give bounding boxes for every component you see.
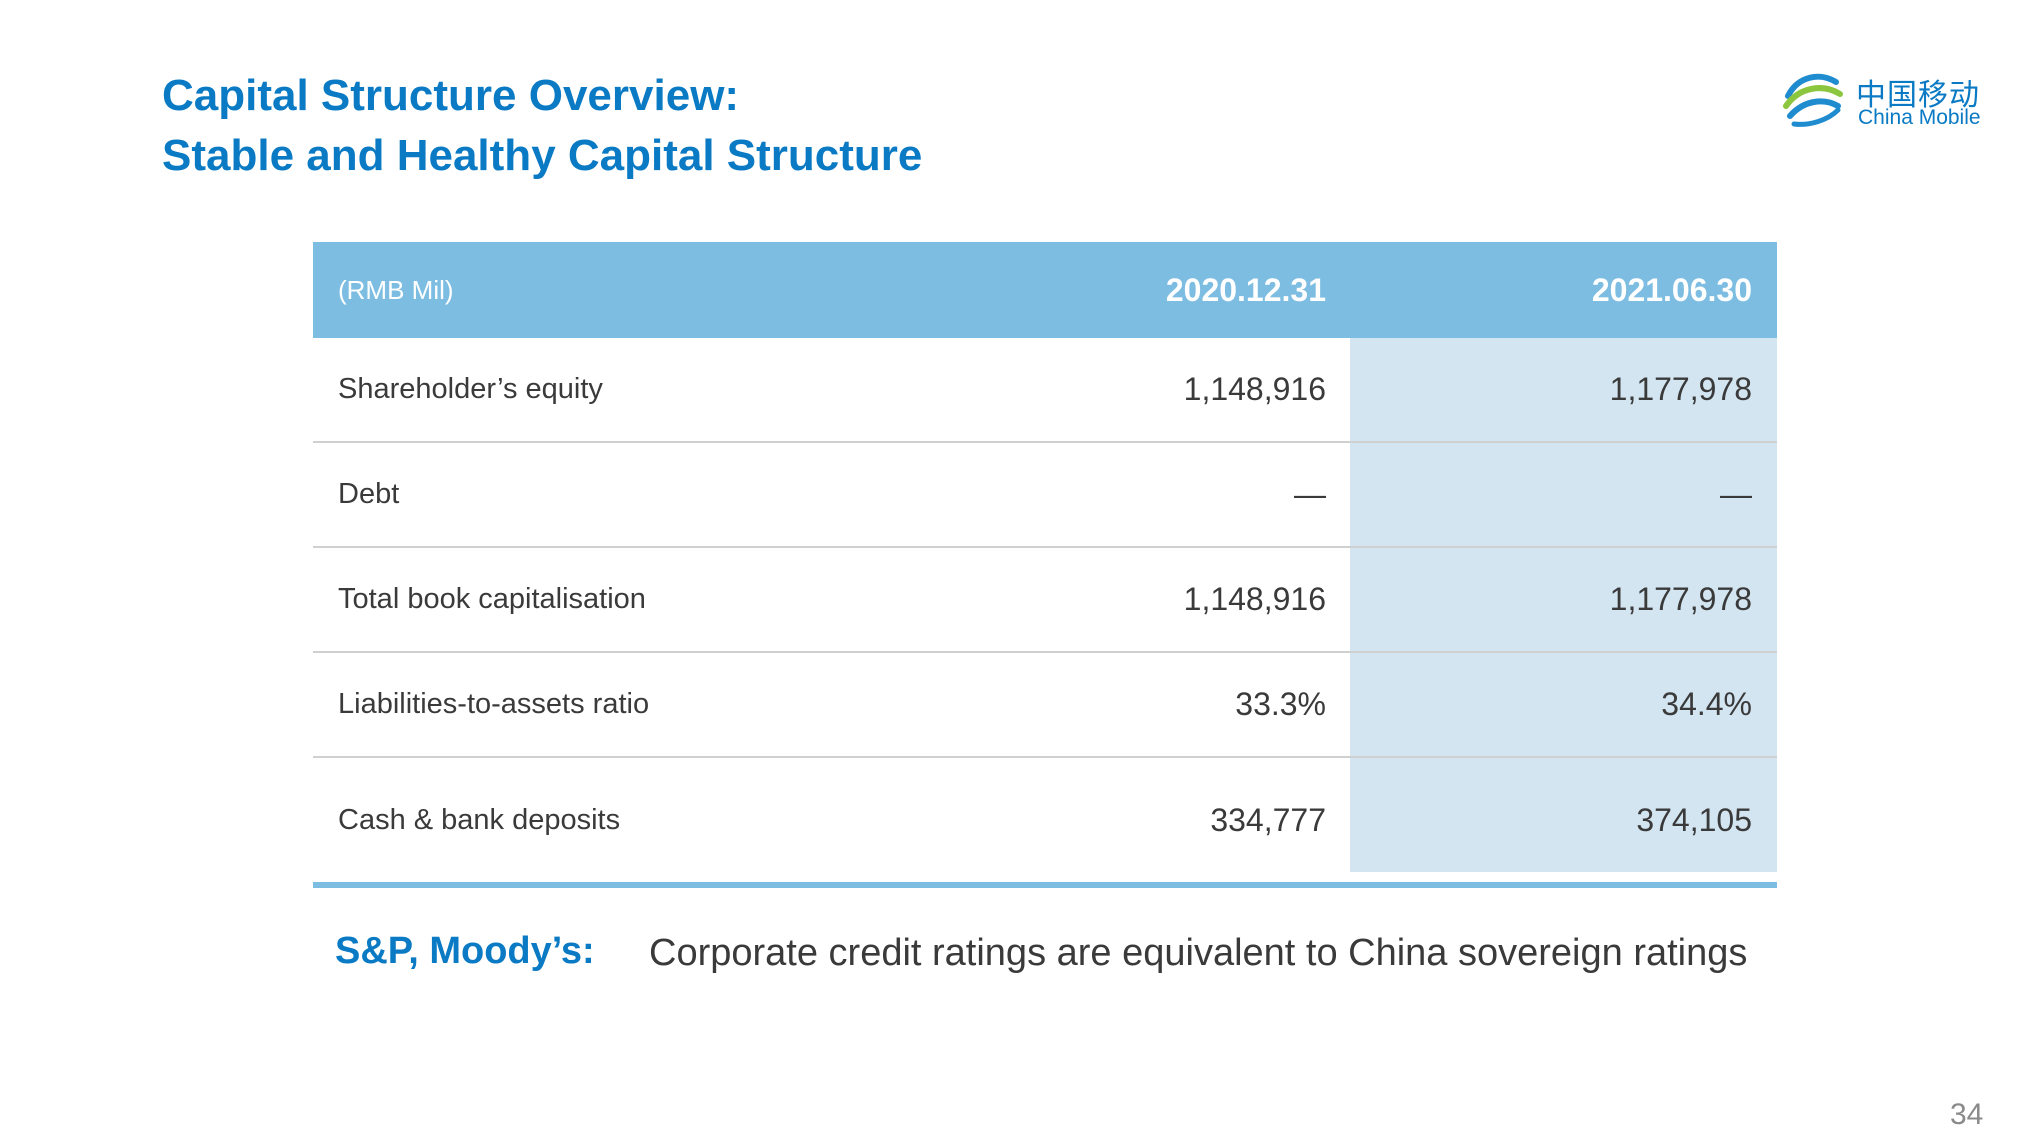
table-row: Shareholder’s equity 1,148,916 1,177,978 — [313, 338, 1777, 443]
slide-title: Capital Structure Overview: Stable and H… — [162, 66, 922, 186]
value-2020: 334,777 — [1210, 801, 1326, 838]
value-2021: 1,177,978 — [1609, 371, 1752, 407]
row-label: Total book capitalisation — [338, 583, 646, 615]
ratings-label: S&P, Moody’s: — [335, 930, 595, 972]
row-label: Debt — [338, 478, 400, 510]
china-mobile-logo-icon — [1783, 73, 1843, 127]
column-header-2021: 2021.06.30 — [1591, 271, 1752, 308]
value-2020: 1,148,916 — [1183, 371, 1326, 407]
ratings-text: Corporate credit ratings are equivalent … — [649, 932, 1748, 974]
value-2020: 33.3% — [1235, 686, 1326, 722]
value-2021: 374,105 — [1636, 801, 1752, 838]
page-number: 34 — [1950, 1098, 1984, 1131]
unit-label: (RMB Mil) — [338, 274, 454, 305]
row-label: Shareholder’s equity — [338, 373, 603, 405]
china-mobile-logo: 中国移动 China Mobile — [1780, 66, 1990, 136]
value-2021: 34.4% — [1661, 686, 1752, 722]
table-row: Liabilities-to-assets ratio 33.3% 34.4% — [313, 653, 1777, 758]
highlight-column — [1350, 338, 1777, 872]
value-2021: — — [1720, 476, 1752, 512]
logo-chinese-text: 中国移动 — [1856, 78, 1980, 113]
value-2020: — — [1294, 476, 1326, 512]
row-label: Liabilities-to-assets ratio — [338, 688, 650, 720]
table-row: Cash & bank deposits 334,777 374,105 — [313, 758, 1777, 888]
table-header-row: (RMB Mil) 2020.12.31 2021.06.30 — [313, 242, 1777, 338]
capital-structure-table: (RMB Mil) 2020.12.31 2021.06.30 Sharehol… — [313, 242, 1777, 888]
column-header-2020: 2020.12.31 — [1165, 271, 1326, 308]
title-line-2: Stable and Healthy Capital Structure — [162, 131, 923, 180]
table-row: Debt — — — [313, 443, 1777, 548]
value-2021: 1,177,978 — [1609, 581, 1752, 617]
value-2020: 1,148,916 — [1183, 581, 1326, 617]
title-line-1: Capital Structure Overview: — [162, 71, 740, 120]
table-row: Total book capitalisation 1,148,916 1,17… — [313, 548, 1777, 653]
row-label: Cash & bank deposits — [338, 803, 621, 836]
logo-english-text: China Mobile — [1858, 106, 1981, 129]
